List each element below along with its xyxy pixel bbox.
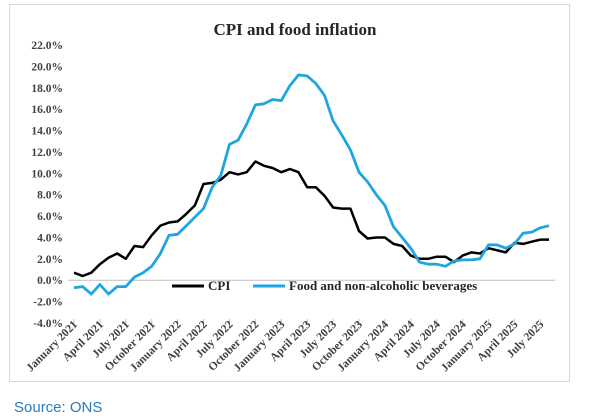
chart-frame: CPI and food inflation -4.0% -2.0% 0.0% 2.0… (9, 4, 570, 382)
y-tick-label: 20.0% (31, 61, 63, 73)
y-tick-label: -2.0% (33, 297, 63, 309)
y-tick-label: 16.0% (31, 104, 63, 116)
y-tick-label: 10.0% (31, 168, 63, 180)
y-tick-label: 4.0% (37, 232, 63, 244)
y-tick-label: 8.0% (37, 190, 63, 202)
y-tick-label: 22.0% (31, 40, 63, 52)
y-tick-label: 18.0% (31, 83, 63, 95)
y-tick-label: 12.0% (31, 147, 63, 159)
source-caption: Source: ONS (14, 399, 103, 416)
legend: CPI Food and non-alcoholic beverages (172, 278, 477, 293)
series-line-cpi (73, 160, 549, 278)
y-axis-ticks: -4.0% -2.0% 0.0% 2.0% 4.0% 6.0% 8.0% 10.0% 12.0%… (31, 40, 63, 330)
legend-label-cpi: CPI (208, 278, 230, 293)
series-layer (73, 73, 550, 296)
y-tick-label: 0.0% (37, 275, 63, 287)
chart-title: CPI and food inflation (214, 20, 377, 39)
y-tick-label: -4.0% (33, 318, 63, 330)
y-tick-label: 2.0% (37, 254, 63, 266)
chart-svg: CPI and food inflation -4.0% -2.0% 0.0% 2.0… (24, 20, 555, 374)
series-line-food (73, 73, 550, 296)
legend-label-food: Food and non-alcoholic beverages (289, 278, 477, 293)
y-tick-label: 6.0% (37, 211, 63, 223)
y-tick-label: 14.0% (31, 126, 63, 138)
